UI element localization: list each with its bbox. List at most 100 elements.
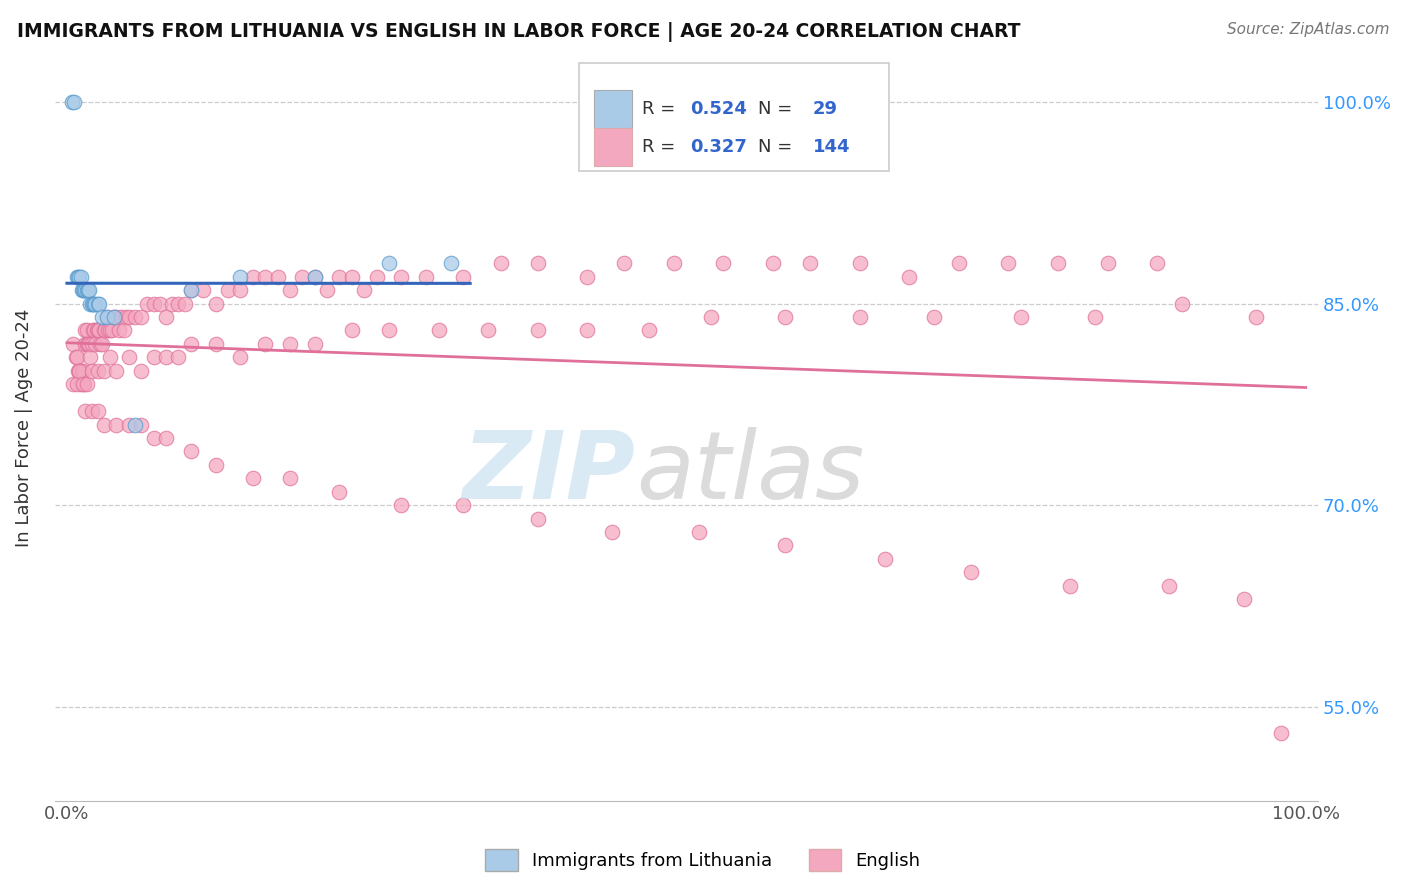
- Point: [180, 283, 202, 297]
- Point: [65, 351, 87, 365]
- Point: [898, 269, 921, 284]
- Point: [389, 498, 412, 512]
- Point: [76, 283, 98, 297]
- Point: [278, 337, 301, 351]
- Point: [229, 283, 252, 297]
- Point: [66, 377, 89, 392]
- Point: [688, 524, 710, 539]
- Point: [129, 310, 152, 324]
- Point: [96, 310, 118, 324]
- Point: [82, 296, 104, 310]
- Point: [103, 310, 125, 324]
- Point: [600, 524, 623, 539]
- Point: [79, 296, 101, 310]
- Point: [204, 458, 226, 472]
- Point: [93, 324, 115, 338]
- Point: [366, 269, 388, 284]
- Point: [76, 337, 98, 351]
- Point: [1233, 592, 1256, 607]
- Point: [80, 337, 103, 351]
- Point: [328, 484, 350, 499]
- Point: [922, 310, 945, 324]
- Point: [948, 256, 970, 270]
- Point: [254, 269, 277, 284]
- Point: [70, 283, 93, 297]
- Point: [129, 364, 152, 378]
- Point: [229, 269, 252, 284]
- Point: [76, 377, 98, 392]
- Point: [775, 310, 797, 324]
- Point: [60, 95, 83, 110]
- Point: [87, 324, 110, 338]
- Point: [427, 324, 450, 338]
- Point: [328, 269, 350, 284]
- Point: [1097, 256, 1119, 270]
- Point: [80, 296, 103, 310]
- Point: [69, 269, 91, 284]
- Point: [304, 337, 326, 351]
- Point: [89, 296, 111, 310]
- Point: [340, 324, 363, 338]
- Point: [118, 310, 141, 324]
- Point: [75, 404, 97, 418]
- Point: [62, 337, 84, 351]
- Point: [576, 269, 599, 284]
- Point: [67, 364, 90, 378]
- Point: [762, 256, 785, 270]
- Point: [72, 377, 94, 392]
- Point: [217, 283, 239, 297]
- Point: [75, 283, 97, 297]
- Point: [67, 364, 90, 378]
- Text: atlas: atlas: [636, 427, 865, 518]
- Point: [80, 404, 103, 418]
- Point: [254, 337, 277, 351]
- Point: [378, 256, 401, 270]
- Point: [80, 364, 103, 378]
- Point: [1084, 310, 1107, 324]
- Point: [799, 256, 821, 270]
- Point: [115, 310, 138, 324]
- Point: [453, 498, 475, 512]
- Point: [849, 310, 872, 324]
- Point: [98, 351, 121, 365]
- Text: N =: N =: [758, 100, 799, 118]
- Text: IMMIGRANTS FROM LITHUANIA VS ENGLISH IN LABOR FORCE | AGE 20-24 CORRELATION CHAR: IMMIGRANTS FROM LITHUANIA VS ENGLISH IN …: [17, 22, 1021, 42]
- Point: [167, 296, 190, 310]
- Point: [180, 337, 202, 351]
- Text: R =: R =: [643, 100, 681, 118]
- Point: [173, 296, 195, 310]
- Point: [291, 269, 314, 284]
- Point: [93, 364, 115, 378]
- Point: [477, 324, 499, 338]
- Point: [69, 377, 91, 392]
- Point: [229, 351, 252, 365]
- Point: [489, 256, 512, 270]
- Point: [873, 552, 896, 566]
- Point: [638, 324, 661, 338]
- Point: [83, 296, 105, 310]
- Point: [1159, 579, 1181, 593]
- Point: [77, 337, 100, 351]
- Point: [72, 364, 94, 378]
- Point: [180, 444, 202, 458]
- Point: [124, 310, 146, 324]
- Point: [90, 337, 112, 351]
- Text: ZIP: ZIP: [463, 426, 636, 518]
- Point: [440, 256, 463, 270]
- Y-axis label: In Labor Force | Age 20-24: In Labor Force | Age 20-24: [15, 309, 32, 547]
- Point: [118, 351, 141, 365]
- Point: [662, 256, 685, 270]
- Point: [340, 269, 363, 284]
- Point: [103, 310, 125, 324]
- Point: [73, 283, 96, 297]
- Point: [167, 351, 190, 365]
- Point: [204, 337, 226, 351]
- Point: [136, 296, 159, 310]
- Point: [94, 324, 117, 338]
- Point: [155, 310, 177, 324]
- Point: [997, 256, 1019, 270]
- Point: [278, 283, 301, 297]
- Point: [62, 377, 84, 392]
- Point: [89, 324, 111, 338]
- Point: [72, 283, 94, 297]
